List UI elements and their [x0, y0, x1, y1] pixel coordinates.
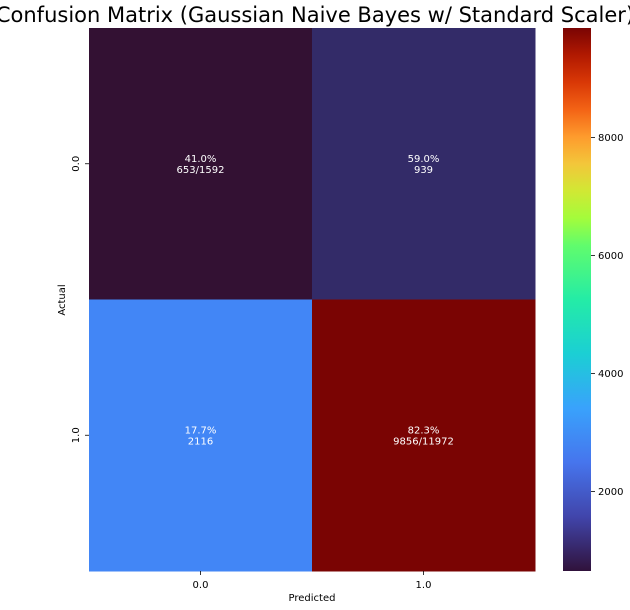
cell-label-r0-c1-line0: 59.0% — [408, 154, 440, 165]
x-tick-label-0: 0.0 — [193, 580, 209, 591]
colorbar — [563, 28, 591, 571]
heatmap-cell-r1-c0 — [89, 299, 313, 572]
heatmap-cell-labels: 41.0%653/1592 59.0%939 17.7%2116 82.3%9856/… — [177, 154, 454, 448]
cell-label-r1-c1-line0: 82.3% — [408, 425, 440, 436]
y-axis-ticks: 0.0 1.0 — [71, 156, 89, 443]
cell-label-r0-c0-line0: 41.0% — [185, 154, 217, 165]
cell-label-r1-c1-line1: 9856/11972 — [393, 436, 454, 447]
cell-label-r0-c0-line1: 653/1592 — [177, 165, 225, 176]
y-tick-label-0: 0.0 — [71, 156, 82, 172]
x-axis-ticks: 0.0 1.0 — [193, 571, 432, 591]
colorbar-tick-label-1: 4000 — [598, 369, 623, 380]
cell-label-r1-c0-line0: 17.7% — [185, 425, 217, 436]
x-axis-label: Predicted — [289, 593, 336, 604]
y-axis-label: Actual — [57, 284, 68, 315]
heatmap-cell-r1-c1 — [312, 299, 536, 572]
chart-title: Confusion Matrix (Gaussian Naive Bayes w… — [0, 3, 630, 27]
x-tick-label-1: 1.0 — [416, 580, 432, 591]
cell-label-r1-c0-line1: 2116 — [188, 436, 213, 447]
cell-label-r0-c1-line1: 939 — [414, 165, 433, 176]
colorbar-tick-label-3: 8000 — [598, 133, 623, 144]
colorbar-ticks: 2000 4000 6000 8000 — [591, 133, 623, 498]
colorbar-tick-label-0: 2000 — [598, 487, 623, 498]
colorbar-tick-label-2: 6000 — [598, 251, 623, 262]
heatmap-cell-r0-c0 — [89, 28, 313, 300]
y-tick-label-1: 1.0 — [71, 427, 82, 443]
heatmap-cells — [89, 28, 536, 572]
heatmap-cell-r0-c1 — [312, 28, 536, 300]
